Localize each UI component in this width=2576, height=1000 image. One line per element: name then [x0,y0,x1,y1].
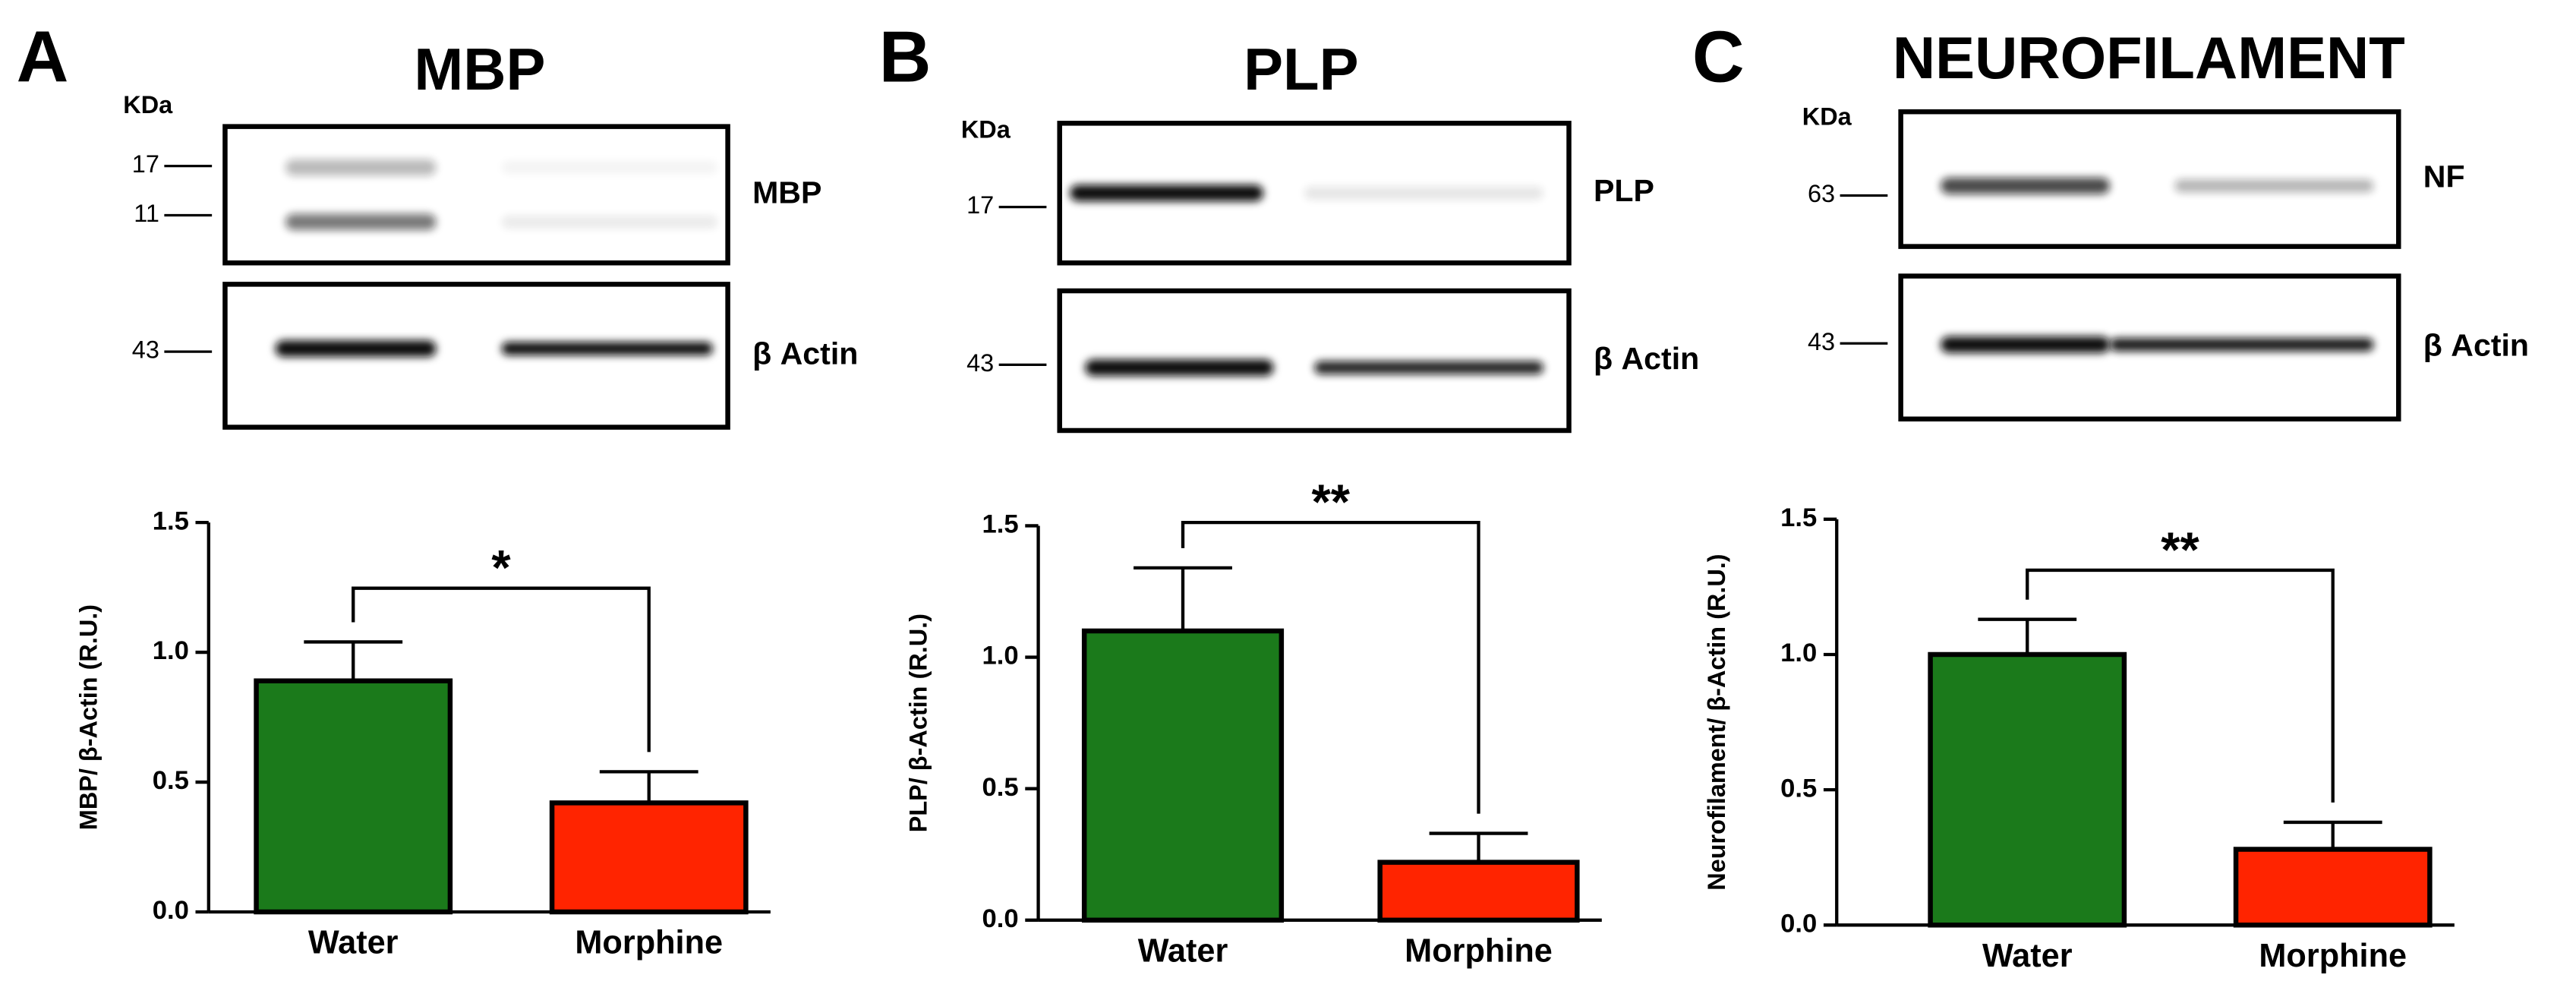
blot-band [1941,177,2111,194]
significance-label: ** [2161,522,2199,577]
marker-label: 17 [966,191,994,219]
y-tick-label: 1.5 [982,510,1018,539]
blot-band [2110,338,2374,352]
significance-label: * [491,540,511,595]
blot-label: β Actin [1594,341,1699,376]
blot-band [285,159,437,176]
y-tick-label: 1.0 [982,642,1018,670]
blot-band [1070,185,1264,202]
blot-unit: KDa [961,116,1011,144]
significance-bracket [2026,568,2335,803]
blot-band [1314,361,1543,374]
marker-label: 11 [134,200,159,227]
y-tick-label: 1.5 [153,506,189,535]
x-tick-label: Morphine [2259,938,2407,974]
marker-label: 63 [1808,180,1835,207]
panel-title: MBP [414,36,545,103]
significance-label: ** [1311,475,1350,530]
x-tick-label: Morphine [575,925,723,961]
bar [1928,651,2127,928]
bar [549,800,749,915]
bar [254,678,453,915]
marker-label: 17 [132,150,159,178]
significance-bracket [352,586,651,752]
bar [1377,860,1580,923]
panel-letter: C [1692,17,1745,97]
blot-unit: KDa [1802,103,1852,130]
y-tick-label: 1.0 [1780,639,1817,667]
blot-label: NF [2423,159,2465,194]
panel-letter: A [17,17,69,97]
panel-title: NEUROFILAMENT [1893,24,2405,91]
blot-band [1304,186,1543,200]
bar [2233,847,2433,928]
y-tick-label: 0.0 [153,896,189,925]
blot-band [285,213,437,231]
marker-label: 43 [966,349,994,377]
y-tick-label: 0.0 [982,904,1018,933]
panel-title: PLP [1244,36,1358,103]
blot-band [501,215,718,229]
y-tick-label: 0.5 [1780,774,1817,803]
marker-label: 43 [1808,328,1835,355]
y-tick-label: 0.5 [982,773,1018,802]
significance-bracket [1181,520,1480,814]
blot-band [501,342,713,355]
blot-unit: KDa [123,91,173,118]
blot-label: β Actin [2423,328,2529,363]
x-tick-label: Water [1138,933,1228,970]
blot-label: PLP [1594,173,1654,208]
bar [1081,628,1285,923]
blot-label: MBP [752,175,821,210]
blot-band [1941,336,2111,353]
y-axis-label: Neurofilament/ β-Actin (R.U.) [1703,554,1730,890]
x-tick-label: Water [308,925,399,961]
y-tick-label: 0.0 [1780,909,1817,938]
blot-label: β Actin [752,336,858,371]
y-axis-label: MBP/ β-Actin (R.U.) [75,604,102,830]
blot-band [501,160,718,175]
y-tick-label: 1.0 [153,636,189,665]
blot-band [275,340,437,357]
y-tick-label: 0.5 [153,766,189,795]
blot-band [2174,179,2374,193]
blot-band [1085,359,1274,377]
marker-label: 43 [132,336,159,364]
y-axis-label: PLP/ β-Actin (R.U.) [904,614,932,832]
panel-letter: B [879,17,932,97]
x-tick-label: Morphine [1405,933,1553,970]
x-tick-label: Water [1982,938,2073,974]
y-tick-label: 1.5 [1780,503,1817,532]
blot-frame [222,124,730,266]
